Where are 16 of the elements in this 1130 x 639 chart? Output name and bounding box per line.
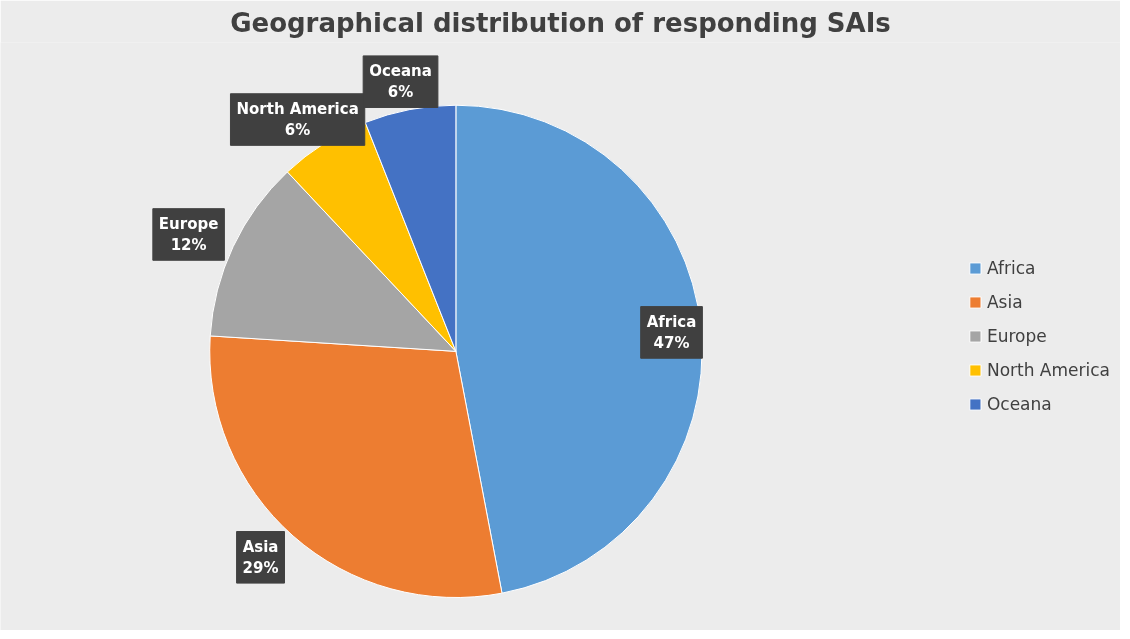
legend-label: Africa	[986, 258, 1036, 278]
legend-label: North America	[986, 360, 1110, 380]
slice-label: Asia	[242, 537, 279, 556]
slice-label: Oceana	[369, 61, 432, 80]
slice-label: Africa	[646, 312, 697, 331]
slice-label: North America	[236, 99, 359, 118]
data-label: 12%	[170, 236, 207, 255]
slice-label: Europe	[158, 214, 219, 233]
data-label: 6%	[284, 121, 311, 140]
legend-label: Oceana	[986, 394, 1052, 414]
legend-label: Asia	[986, 292, 1023, 312]
data-label: 29%	[242, 559, 279, 578]
data-label: 6%	[387, 83, 414, 102]
legend-label: Europe	[986, 326, 1047, 346]
data-label: 47%	[653, 334, 690, 353]
chart-title: Geographical distribution of responding SAIs	[230, 7, 891, 38]
